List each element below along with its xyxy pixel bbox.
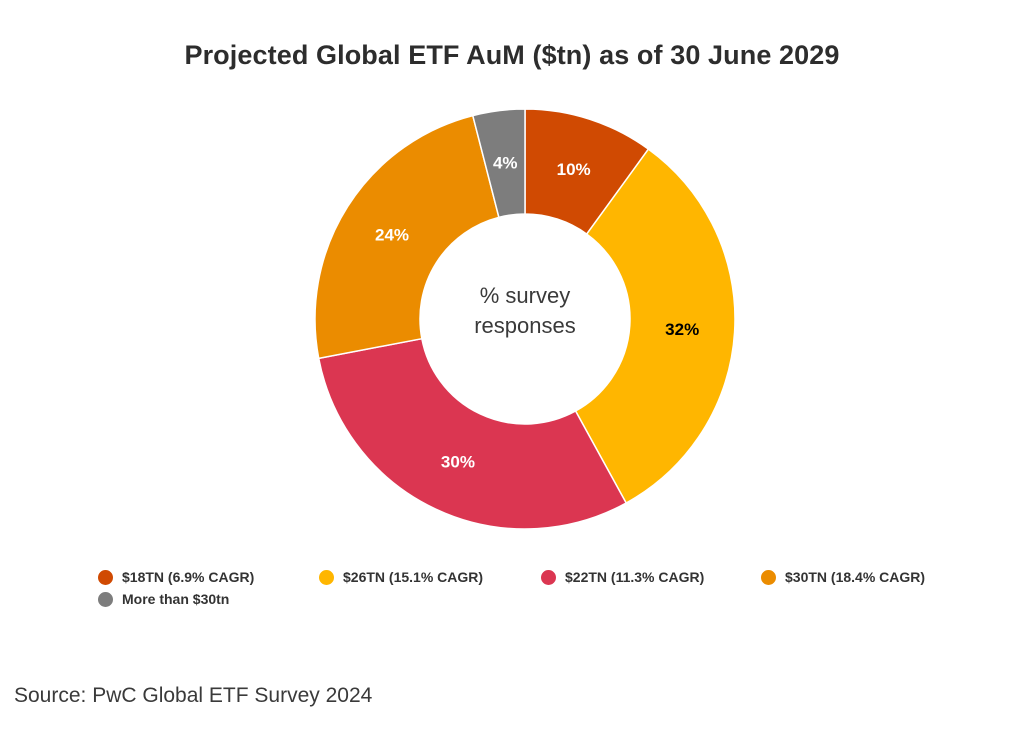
- donut-slice-5: [471, 108, 526, 219]
- legend-swatch-18tn: [98, 569, 113, 585]
- donut-slices: [314, 108, 736, 530]
- donut-slice-labels: 10% 32% 30% 24% 4%: [375, 154, 699, 472]
- legend-label-18tn: $18TN (6.9% CAGR): [122, 569, 255, 585]
- legend-item-18tn: $18TN (6.9% CAGR): [98, 569, 319, 585]
- legend-item-30tn: $30TN (18.4% CAGR): [761, 569, 925, 585]
- legend-label-26tn: $26TN (15.1% CAGR): [343, 569, 484, 585]
- legend-swatch-26tn: [319, 569, 334, 585]
- legend-label-more-than-30tn: More than $30tn: [122, 591, 230, 607]
- legend-swatch-30tn: [761, 569, 776, 585]
- chart-title: Projected Global ETF AuM ($tn) as of 30 …: [184, 40, 840, 70]
- source-note: Source: PwC Global ETF Survey 2024: [14, 684, 373, 707]
- donut-slice-label-2: 32%: [665, 320, 699, 339]
- donut-slice-4: [314, 114, 500, 360]
- donut-slice-label-1: 10%: [557, 160, 591, 179]
- legend-item-more-than-30tn: More than $30tn: [98, 591, 229, 607]
- donut-slice-label-3: 30%: [441, 453, 475, 472]
- legend-label-22tn: $22TN (11.3% CAGR): [565, 569, 705, 585]
- legend-row-1: $18TN (6.9% CAGR) $26TN (15.1% CAGR) $22…: [98, 566, 978, 588]
- legend-swatch-22tn: [541, 569, 556, 585]
- legend-swatch-more-than-30tn: [98, 591, 113, 607]
- donut-slice-label-4: 24%: [375, 226, 409, 245]
- center-label-line-1: % survey: [480, 283, 570, 308]
- donut-slice-3: [317, 337, 628, 530]
- donut-slice-label-5: 4%: [493, 154, 518, 173]
- legend-item-26tn: $26TN (15.1% CAGR): [319, 569, 541, 585]
- center-label-line-2: responses: [474, 313, 576, 338]
- legend-row-2: More than $30tn: [98, 588, 978, 610]
- legend-item-22tn: $22TN (11.3% CAGR): [541, 569, 761, 585]
- legend: $18TN (6.9% CAGR) $26TN (15.1% CAGR) $22…: [98, 566, 978, 610]
- donut-slice-2: [574, 148, 736, 505]
- legend-label-30tn: $30TN (18.4% CAGR): [785, 569, 926, 585]
